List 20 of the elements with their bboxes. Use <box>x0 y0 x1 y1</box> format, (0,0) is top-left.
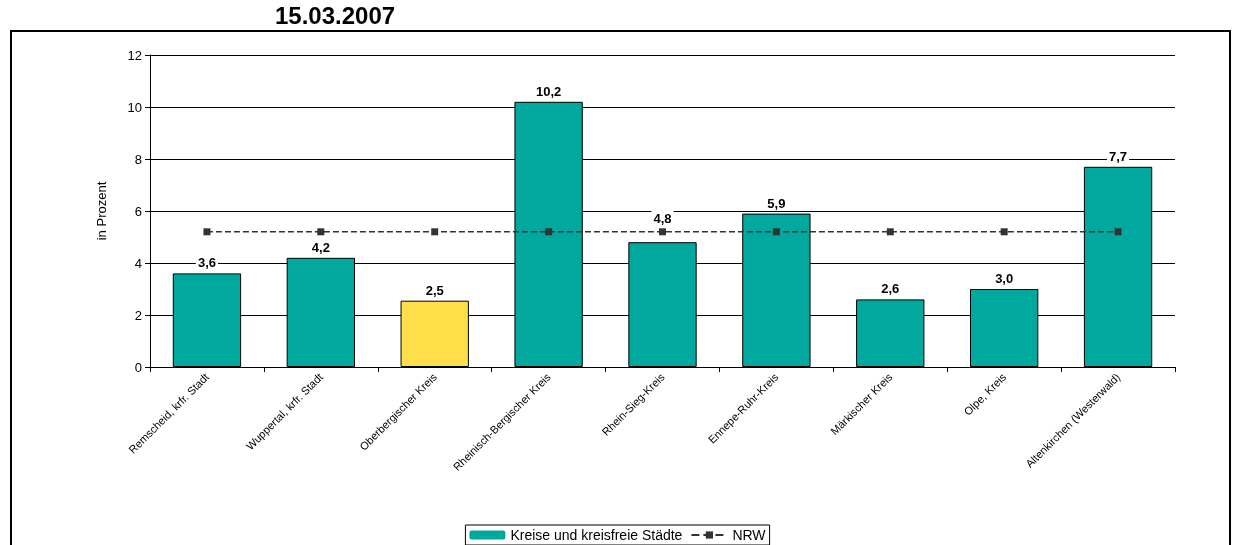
chart-title: 15.03.2007 <box>275 1 396 29</box>
y-tick-label: 6 <box>134 203 142 219</box>
y-tick-label: 12 <box>127 47 142 63</box>
y-tick-label: 0 <box>134 359 142 375</box>
y-tick-label: 4 <box>134 255 142 271</box>
y-tick-label: 8 <box>134 151 142 167</box>
data-label: 5,9 <box>767 195 786 211</box>
data-label: 3,6 <box>197 255 216 271</box>
y-tick-label: 10 <box>127 99 142 115</box>
legend-label: Kreise und kreisfreie Städte <box>510 527 683 543</box>
y-tick-label: 2 <box>134 307 142 323</box>
data-label: 2,6 <box>881 281 900 297</box>
legend-label: NRW <box>732 527 767 543</box>
data-label: 4,2 <box>311 239 330 255</box>
data-label: 3,0 <box>995 271 1014 286</box>
y-axis-title: in Prozent <box>94 181 109 241</box>
data-label: 2,5 <box>425 282 444 298</box>
data-label: 10,2 <box>535 83 562 99</box>
data-label: 7,7 <box>1109 148 1128 164</box>
data-label: 4,8 <box>653 210 672 226</box>
